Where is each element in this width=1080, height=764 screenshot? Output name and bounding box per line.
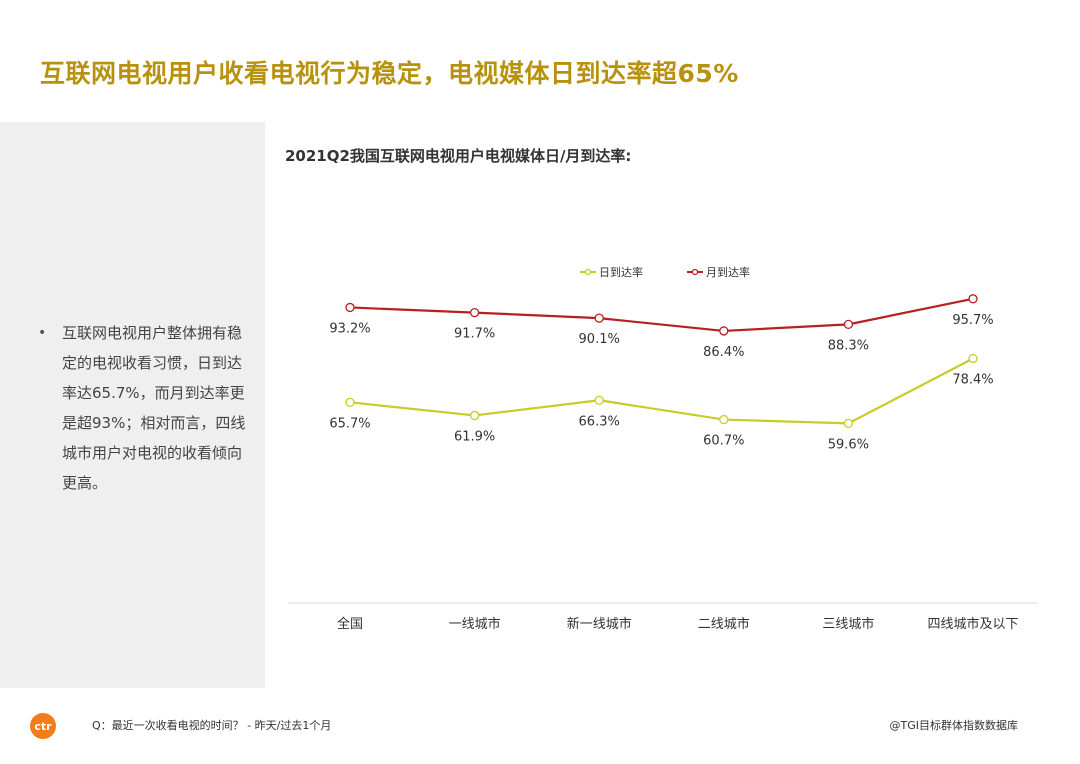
line-chart: 全国 一线城市 新一线城市 二线城市 三线城市 四线城市及以下 日到达率 月到达率 65.7% 6… xyxy=(288,265,1038,632)
daily-reach-point xyxy=(345,397,355,407)
monthly-reach-data-label: 95.7% xyxy=(952,313,993,328)
legend-swatch-marker xyxy=(691,268,699,276)
chart-title: 2021Q2我国互联网电视用户电视媒体日/月到达率: xyxy=(285,147,632,165)
monthly-reach-point xyxy=(968,294,978,304)
monthly-reach-data-label: 93.2% xyxy=(329,321,370,336)
x-tick-label: 新一线城市 xyxy=(567,616,632,632)
x-tick-label: 二线城市 xyxy=(698,616,750,632)
daily-reach-data-label: 78.4% xyxy=(952,373,993,388)
daily-reach-point xyxy=(968,353,978,364)
x-tick-label: 全国 xyxy=(337,616,363,632)
daily-reach-point xyxy=(594,395,604,405)
legend-label: 月到达率 xyxy=(706,265,750,279)
footer-source: @TGI目标群体指数数据库 xyxy=(889,719,1019,732)
left-panel xyxy=(0,122,265,688)
daily-reach-data-label: 61.9% xyxy=(454,429,495,444)
monthly-reach-point xyxy=(469,307,480,318)
monthly-reach-point xyxy=(719,326,729,336)
monthly-reach-data-label: 86.4% xyxy=(703,345,744,360)
summary-text: 互联网电视用户整体拥有稳定的电视收看习惯，日到达率达65.7%，而月到达率更是超… xyxy=(62,324,246,492)
monthly-reach-data-label: 88.3% xyxy=(828,338,869,353)
daily-reach-point xyxy=(719,414,729,425)
x-tick-label: 一线城市 xyxy=(449,616,501,632)
monthly-reach-point xyxy=(345,302,355,313)
ctr-logo: ctr xyxy=(30,713,56,739)
monthly-reach-data-label: 91.7% xyxy=(454,327,495,342)
daily-reach-point xyxy=(843,418,854,429)
monthly-reach-line xyxy=(349,297,974,333)
x-tick-label: 三线城市 xyxy=(822,616,874,632)
bullet-mark: • xyxy=(38,325,47,341)
footer-question: Q：最近一次收看电视的时间？ - 昨天/过去1个月 xyxy=(92,719,332,732)
logo-text: ctr xyxy=(34,720,52,733)
x-tick-label: 四线城市及以下 xyxy=(927,616,1018,632)
legend-label: 日到达率 xyxy=(599,265,643,279)
monthly-reach-point xyxy=(843,319,854,330)
daily-reach-data-label: 65.7% xyxy=(329,416,370,431)
page-title: 互联网电视用户收看电视行为稳定，电视媒体日到达率超65% xyxy=(40,59,739,88)
daily-reach-point xyxy=(469,410,480,421)
daily-reach-line xyxy=(349,357,974,425)
daily-reach-data-label: 60.7% xyxy=(703,434,744,449)
daily-reach-data-label: 66.3% xyxy=(579,414,620,429)
summary-bullet: • 互联网电视用户整体拥有稳定的电视收看习惯，日到达率达65.7%，而月到达率更… xyxy=(38,318,248,498)
monthly-reach-data-label: 90.1% xyxy=(579,332,620,347)
monthly-reach-point xyxy=(594,313,604,323)
legend-swatch-marker xyxy=(584,268,592,276)
daily-reach-data-label: 59.6% xyxy=(828,437,869,452)
